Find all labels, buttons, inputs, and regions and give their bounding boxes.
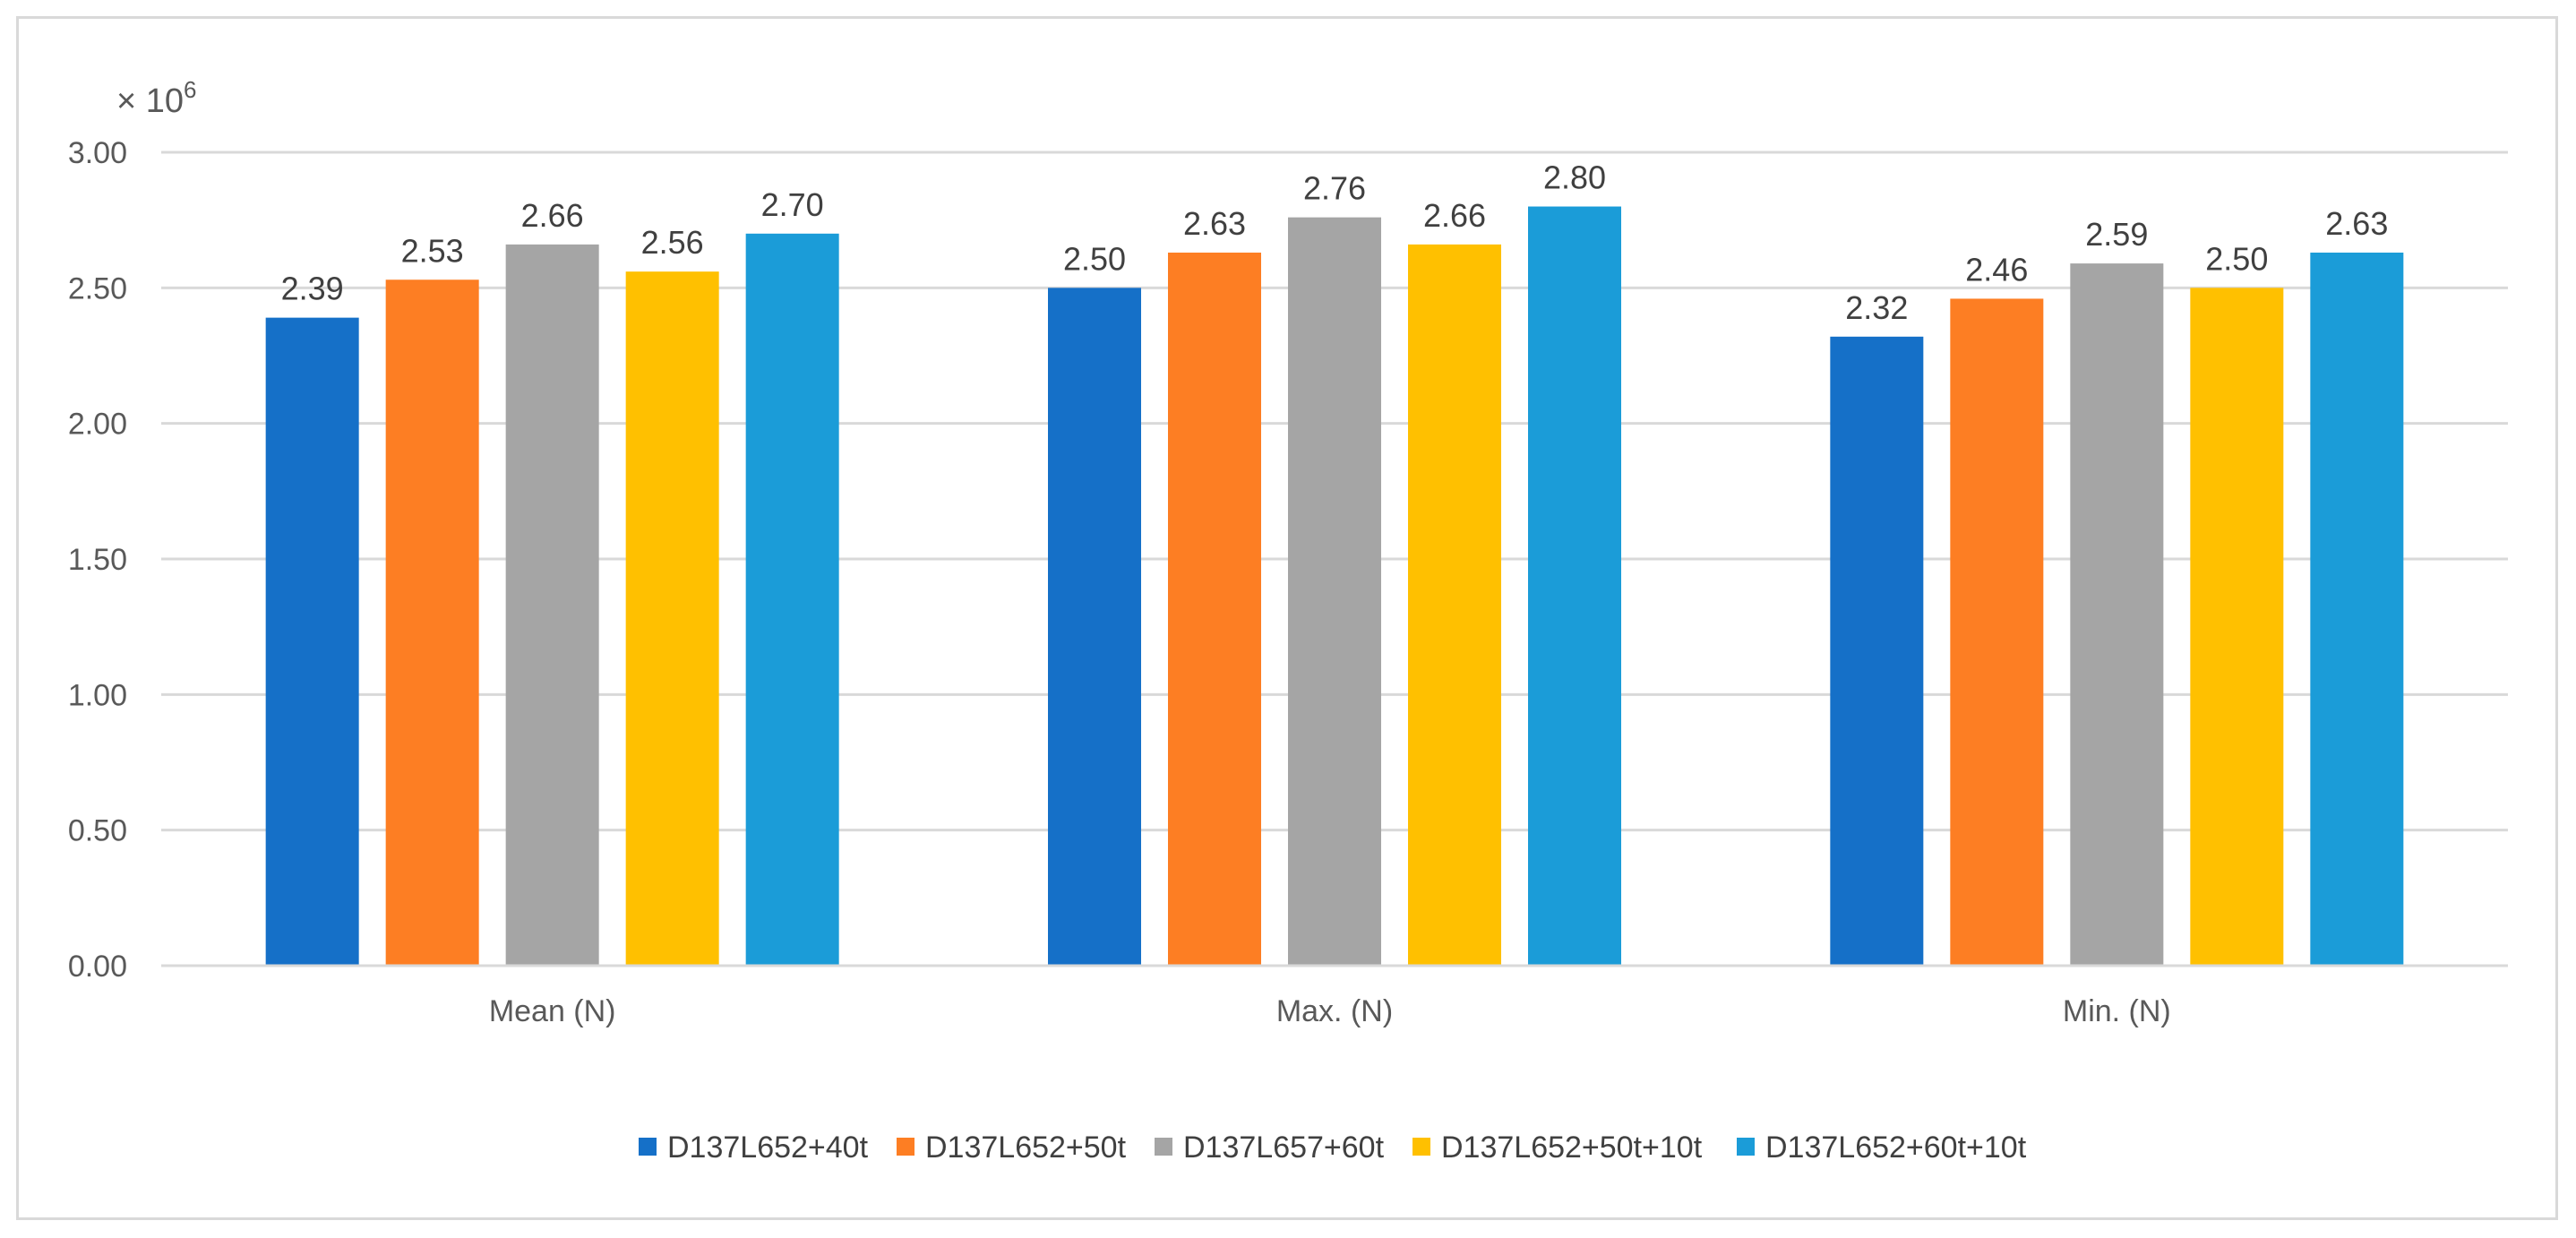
axis-scale-label: × 106: [116, 76, 197, 120]
bar: [265, 317, 359, 966]
data-label: 2.66: [521, 197, 584, 234]
data-label: 2.39: [281, 271, 344, 307]
legend-swatch: [1155, 1138, 1172, 1156]
bar: [1830, 336, 1924, 966]
bar: [2190, 288, 2284, 966]
data-label: 2.56: [641, 224, 704, 261]
bar: [2070, 263, 2164, 966]
y-tick-label: 0.00: [68, 950, 127, 984]
data-label: 2.50: [2205, 240, 2268, 277]
y-tick-label: 2.50: [68, 271, 127, 305]
data-label: 2.50: [1063, 240, 1126, 277]
bar: [1168, 252, 1261, 966]
legend-swatch: [1413, 1138, 1430, 1156]
data-label: 2.66: [1423, 197, 1486, 234]
y-tick-label: 1.50: [68, 543, 127, 577]
legend-label: D137L652+50t+10t: [1441, 1131, 1703, 1165]
data-label: 2.59: [2085, 216, 2148, 253]
x-tick-label: Min. (N): [2063, 994, 2171, 1028]
bar: [1528, 206, 1621, 967]
data-label: 2.70: [761, 186, 824, 223]
bar: [625, 271, 719, 966]
bar: [745, 233, 839, 966]
y-tick-label: 1.00: [68, 678, 127, 712]
legend-label: D137L657+60t: [1183, 1131, 1385, 1165]
bar: [1408, 244, 1501, 966]
x-tick-label: Max. (N): [1276, 994, 1393, 1028]
axis-scale-exponent: 6: [184, 76, 196, 103]
legend-label: D137L652+50t: [925, 1131, 1127, 1165]
data-label: 2.32: [1845, 289, 1908, 326]
data-label: 2.53: [401, 232, 464, 269]
bar: [1288, 217, 1381, 966]
bar: [1950, 298, 2044, 966]
legend-label: D137L652+40t: [667, 1131, 869, 1165]
y-tick-label: 3.00: [68, 136, 127, 170]
bars: [265, 206, 2404, 967]
data-labels: 2.39 2.53 2.66 2.56 2.70 2.50 2.63 2.76 2.66 2.80…: [281, 159, 2389, 326]
legend-swatch: [639, 1138, 657, 1156]
data-label: 2.76: [1303, 170, 1366, 207]
data-label: 2.63: [1183, 205, 1246, 242]
legend-swatch: [1737, 1138, 1755, 1156]
axes: 0.00 0.50 1.00 1.50 2.00 2.50 3.00 Mean (N) Max.…: [68, 136, 2508, 1028]
legend: D137L652+40t D137L652+50t D137L657+60t D137…: [639, 1131, 2027, 1165]
data-label: 2.46: [1965, 251, 2028, 288]
bar: [505, 244, 599, 966]
y-tick-label: 2.00: [68, 408, 127, 442]
legend-swatch: [897, 1138, 914, 1156]
bar: [2310, 252, 2404, 966]
y-tick-label: 0.50: [68, 814, 127, 848]
data-label: 2.63: [2325, 205, 2388, 242]
axis-scale-prefix: × 10: [116, 82, 184, 120]
data-label: 2.80: [1543, 159, 1606, 196]
x-tick-label: Mean (N): [489, 994, 616, 1028]
bar: [385, 279, 479, 967]
bar: [1048, 288, 1141, 966]
legend-label: D137L652+60t+10t: [1765, 1131, 2027, 1165]
